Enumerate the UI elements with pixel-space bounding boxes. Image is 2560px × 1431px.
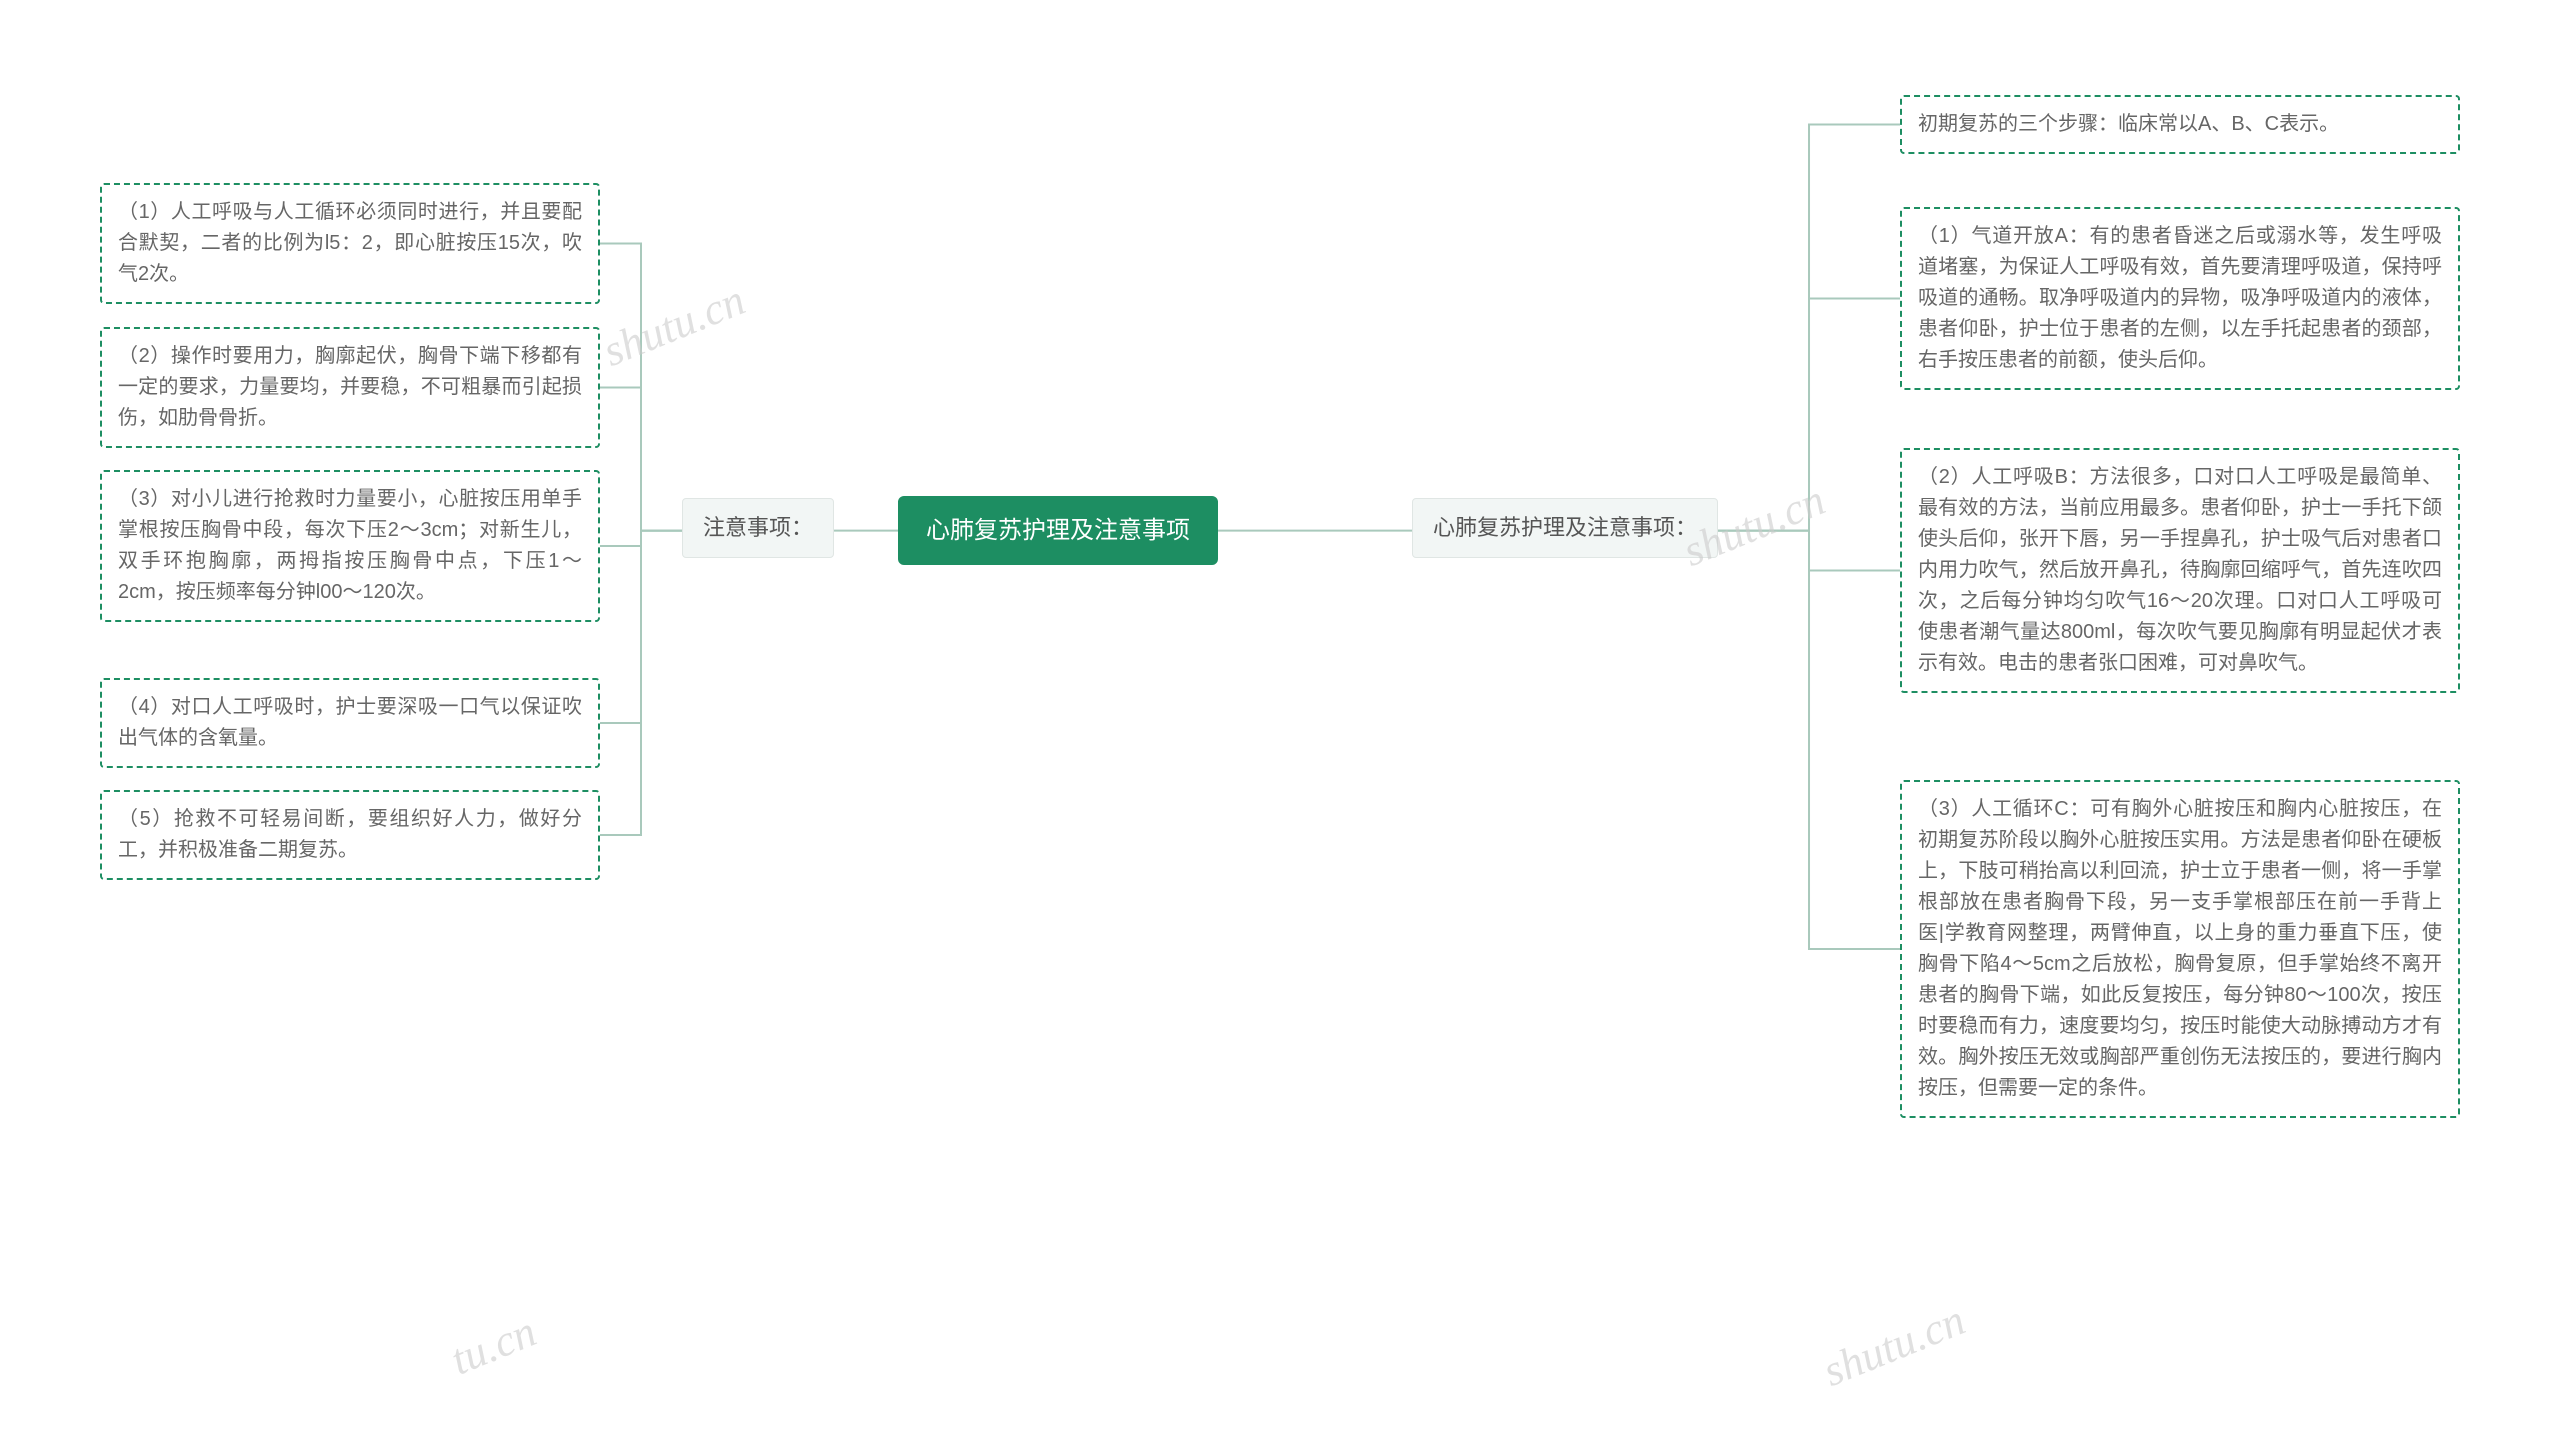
- watermark-text: shutu.cn: [596, 274, 752, 377]
- watermark-text: shutu.cn: [1816, 1294, 1972, 1397]
- right-branch-node[interactable]: 心肺复苏护理及注意事项：: [1412, 498, 1718, 558]
- leaf-node[interactable]: （3）人工循环C：可有胸外心脏按压和胸内心脏按压，在初期复苏阶段以胸外心脏按压实…: [1900, 780, 2460, 1118]
- left-branch-node[interactable]: 注意事项：: [682, 498, 834, 558]
- leaf-node[interactable]: （3）对小儿进行抢救时力量要小，心脏按压用单手掌根按压胸骨中段，每次下压2～3c…: [100, 470, 600, 622]
- leaf-node[interactable]: （1）人工呼吸与人工循环必须同时进行，并且要配合默契，二者的比例为l5：2，即心…: [100, 183, 600, 304]
- watermark-text: tu.cn: [444, 1306, 544, 1386]
- leaf-node[interactable]: （2）操作时要用力，胸廓起伏，胸骨下端下移都有一定的要求，力量要均，并要稳，不可…: [100, 327, 600, 448]
- leaf-node[interactable]: （2）人工呼吸B：方法很多，口对口人工呼吸是最简单、最有效的方法，当前应用最多。…: [1900, 448, 2460, 693]
- leaf-node[interactable]: 初期复苏的三个步骤：临床常以A、B、C表示。: [1900, 95, 2460, 154]
- leaf-node[interactable]: （4）对口人工呼吸时，护士要深吸一口气以保证吹出气体的含氧量。: [100, 678, 600, 768]
- leaf-node[interactable]: （5）抢救不可轻易间断，要组织好人力，做好分工，并积极准备二期复苏。: [100, 790, 600, 880]
- leaf-node[interactable]: （1）气道开放A：有的患者昏迷之后或溺水等，发生呼吸道堵塞，为保证人工呼吸有效，…: [1900, 207, 2460, 390]
- root-node[interactable]: 心肺复苏护理及注意事项: [898, 496, 1218, 565]
